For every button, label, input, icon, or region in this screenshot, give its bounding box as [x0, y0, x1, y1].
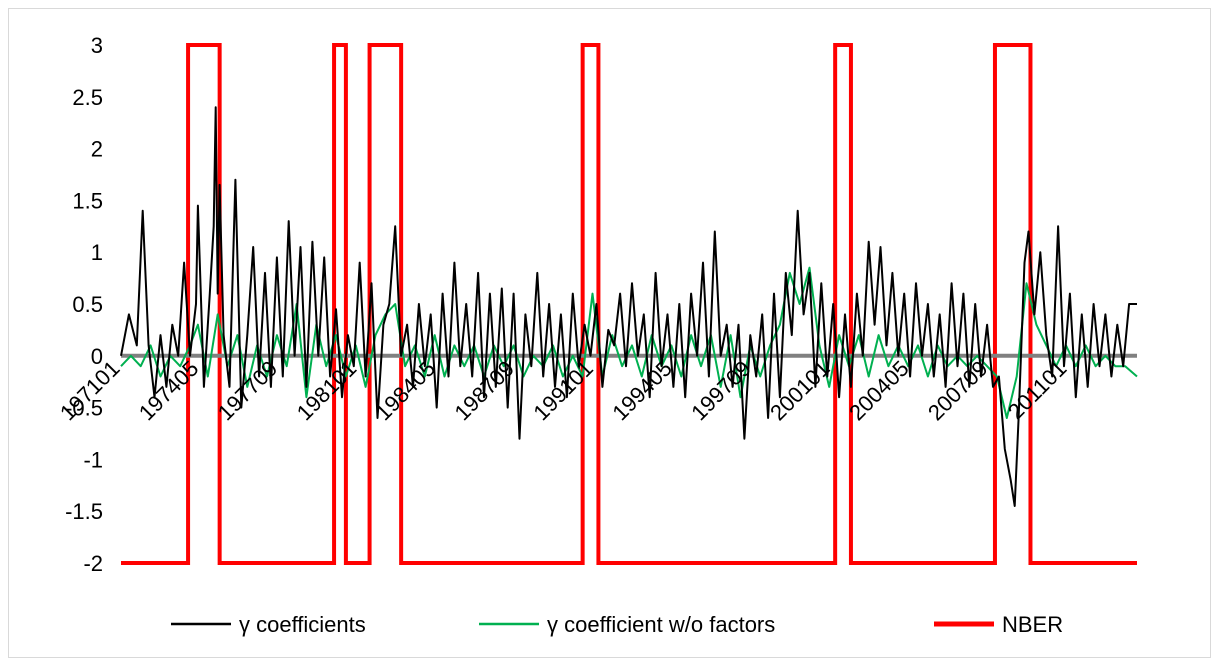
y-tick-label: -2 — [83, 551, 103, 576]
x-tick-label: 197709 — [213, 356, 283, 426]
y-tick-label: 2 — [91, 137, 103, 162]
x-tick-label: 200101 — [765, 356, 835, 426]
legend-label-gamma: γ coefficients — [239, 612, 366, 637]
y-axis: 3 2.5 2 1.5 1 0.5 0 -0.5 -1 -1.5 -2 — [65, 33, 103, 576]
plot-area — [120, 43, 1138, 565]
x-tick-label: 199101 — [528, 356, 598, 426]
y-tick-label: -0.5 — [65, 396, 103, 421]
gamma-coefficients-series — [120, 106, 1137, 507]
y-tick-label: 1 — [91, 240, 103, 265]
legend-label-nber: NBER — [1002, 612, 1063, 637]
nber-series — [121, 43, 1137, 565]
y-tick-label: 2.5 — [72, 85, 103, 110]
legend: γ coefficients γ coefficient w/o factors… — [171, 612, 1063, 637]
y-tick-label: 3 — [91, 33, 103, 58]
chart-frame: 3 2.5 2 1.5 1 0.5 0 -0.5 -1 -1.5 -2 197101 197405 19… — [8, 8, 1211, 658]
x-tick-label: 200405 — [844, 356, 914, 426]
chart-svg: 3 2.5 2 1.5 1 0.5 0 -0.5 -1 -1.5 -2 197101 197405 19… — [55, 33, 1138, 637]
legend-label-gamma-wo-factors: γ coefficient w/o factors — [547, 612, 775, 637]
y-tick-label: 0.5 — [72, 292, 103, 317]
y-tick-label: 1.5 — [72, 188, 103, 213]
x-tick-label: 199405 — [607, 356, 677, 426]
y-tick-label: 0 — [91, 344, 103, 369]
x-axis: 197101 197405 197709 198101 198405 198709 1991… — [55, 356, 1072, 426]
y-tick-label: -1 — [83, 447, 103, 472]
y-tick-label: -1.5 — [65, 499, 103, 524]
